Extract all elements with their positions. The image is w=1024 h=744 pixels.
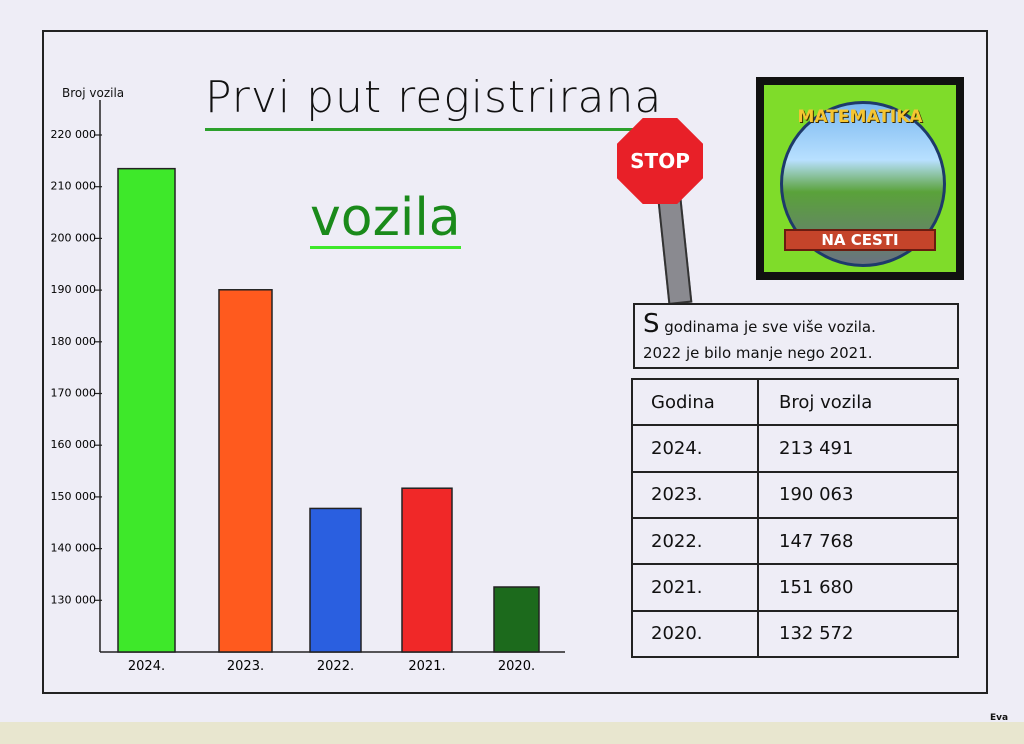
x-tick-label: 2023. [227, 659, 264, 674]
paper-edge [0, 722, 1024, 744]
cell-count: 132 572 [757, 609, 959, 659]
table-row: 2024. 213 491 [631, 424, 959, 473]
cell-year: 2024. [631, 424, 759, 473]
note-line-1: godinama je sve više vozila. [659, 318, 876, 336]
signature: Eva [990, 713, 1009, 723]
bar [401, 487, 453, 653]
bar [218, 289, 273, 653]
table-row: 2022. 147 768 [631, 516, 959, 566]
logo-bottom-text: NA CESTI [784, 229, 936, 251]
header-year: Godina [631, 377, 759, 427]
bar [117, 167, 176, 653]
note-box: S godinama je sve više vozila. 2022 je b… [633, 303, 959, 369]
note-line-2: 2022 je bilo manje nego 2021. [643, 344, 873, 362]
logo: MATEMATIKA NA CESTI [756, 77, 964, 280]
cell-count: 213 491 [757, 424, 959, 473]
x-tick-label: 2020. [498, 659, 535, 674]
note-initial: S [643, 309, 660, 339]
poster-frame [42, 30, 988, 694]
table-row: 2021. 151 680 [631, 563, 959, 612]
cell-count: 151 680 [757, 563, 959, 612]
table-row: 2020. 132 572 [631, 609, 959, 659]
table-row: 2023. 190 063 [631, 470, 959, 519]
x-tick-label: 2022. [317, 659, 354, 674]
cell-year: 2022. [631, 516, 759, 566]
y-tick-label: 160 000 [51, 438, 97, 451]
y-tick-label: 150 000 [51, 490, 97, 503]
bar [493, 586, 540, 653]
y-tick-label: 140 000 [51, 542, 97, 555]
header-count: Broj vozila [757, 377, 959, 427]
x-tick-label: 2024. [128, 659, 165, 674]
table-header: Godina Broj vozila [631, 377, 959, 427]
logo-top-text: MATEMATIKA [797, 107, 923, 127]
y-tick-label: 220 000 [51, 128, 97, 141]
y-tick-label: 200 000 [51, 231, 97, 244]
y-axis-label: Broj vozila [62, 86, 125, 100]
y-tick-label: 210 000 [51, 180, 97, 193]
y-tick-label: 190 000 [51, 283, 97, 296]
cell-year: 2020. [631, 609, 759, 659]
stop-sign: STOP [617, 118, 703, 204]
bar [309, 507, 362, 653]
cell-count: 190 063 [757, 470, 959, 519]
title-line-1: Prvi put registrirana [205, 68, 663, 131]
data-table: Godina Broj vozila 2024. 213 491 2023. 190 … [631, 377, 959, 659]
x-tick-label: 2021. [408, 659, 445, 674]
y-tick-label: 170 000 [51, 387, 97, 400]
title-line-2: vozila [310, 188, 461, 249]
y-tick-label: 180 000 [51, 335, 97, 348]
y-tick-label: 130 000 [51, 593, 97, 606]
cell-year: 2023. [631, 470, 759, 519]
cell-count: 147 768 [757, 516, 959, 566]
cell-year: 2021. [631, 563, 759, 612]
